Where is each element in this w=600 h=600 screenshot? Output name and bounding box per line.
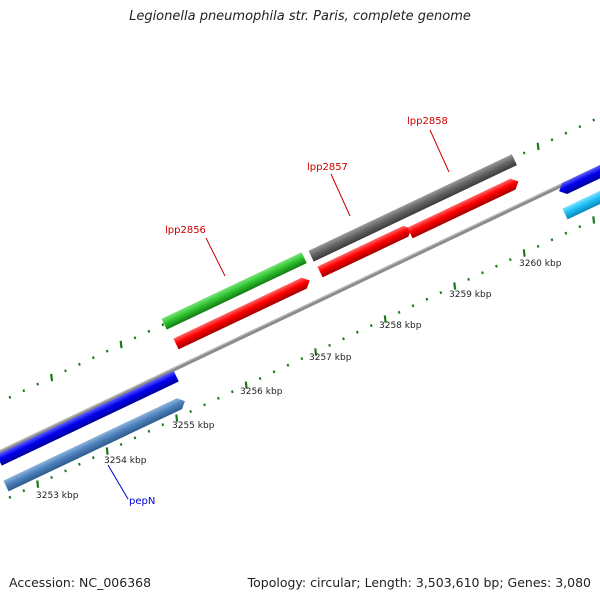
gene-lpp2858[interactable] [308,154,517,262]
minor-tick [8,395,12,399]
leader-lpp2857 [330,173,351,217]
gene-red-3[interactable] [407,176,521,239]
minor-tick [147,329,151,333]
kbp-label: 3256 kbp [240,387,283,397]
gene-label-lpp2858: lpp2858 [407,116,448,127]
minor-tick [578,125,582,129]
minor-tick [64,469,67,473]
minor-tick [189,409,192,414]
minor-tick [272,370,276,374]
inner-tick-track [8,216,596,499]
leader-pepN [107,464,129,500]
minor-tick [22,489,26,493]
gene-label-pepN: pepN [129,496,155,507]
major-tick [536,142,540,151]
minor-tick [217,396,220,400]
leader-lpp2858 [429,129,450,173]
major-tick [50,373,54,382]
leader-lpp2856 [205,237,226,277]
gene-red-2[interactable] [317,223,413,278]
minor-tick [481,271,484,275]
minor-tick [50,475,53,480]
gene-label-lpp2857: lpp2857 [307,162,348,173]
major-tick [36,480,40,488]
minor-tick [467,277,470,281]
major-tick [592,216,596,224]
minor-tick [133,336,137,340]
minor-tick [536,244,540,248]
major-tick [175,414,179,422]
minor-tick [592,118,596,122]
minor-tick [105,349,109,353]
minor-tick [564,131,568,135]
gene-red-1[interactable] [173,275,312,350]
major-tick [383,315,387,323]
minor-tick [397,310,401,314]
minor-tick [230,390,234,394]
gene-pepN[interactable] [3,396,187,492]
kbp-label: 3255 kbp [172,421,215,431]
minor-tick [522,151,526,155]
kbp-label: 3260 kbp [519,259,562,269]
kbp-label: 3258 kbp [379,321,422,331]
kbp-label: 3257 kbp [309,353,352,363]
minor-tick [564,231,568,235]
minor-tick [258,376,262,381]
minor-tick [91,356,95,360]
gene-lpp2856[interactable] [161,252,307,330]
minor-tick [508,258,512,262]
kbp-label: 3253 kbp [36,491,79,501]
minor-tick [356,330,359,334]
major-tick [314,348,318,356]
minor-tick [91,456,95,460]
gene-cyan-right[interactable] [562,182,600,220]
minor-tick [495,264,498,268]
minor-tick [286,363,290,367]
minor-tick [78,462,81,466]
minor-tick [300,357,304,361]
kbp-label: 3254 kbp [104,456,147,466]
map-title: Legionella pneumophila str. Paris, compl… [129,9,471,24]
gene-blue-right[interactable] [557,160,600,197]
genome-summary-text: Topology: circular; Length: 3,503,610 bp… [247,575,591,590]
major-tick [453,282,457,290]
minor-tick [161,323,165,327]
minor-tick [342,337,345,341]
minor-tick [8,495,12,499]
minor-tick [411,304,415,308]
minor-tick [578,225,582,229]
major-tick [244,381,248,389]
minor-tick [550,138,554,142]
minor-tick [369,324,373,328]
minor-tick [550,238,554,242]
genome-backbone-highlight [0,165,600,451]
minor-tick [119,442,123,447]
genome-backbone [0,165,600,454]
minor-tick [328,343,331,347]
minor-tick [22,389,26,393]
gene-label-lpp2856: lpp2856 [165,225,206,236]
kbp-label: 3259 kbp [449,290,492,300]
major-tick [522,249,526,257]
minor-tick [425,297,429,301]
minor-tick [78,362,81,366]
minor-tick [161,423,165,427]
minor-tick [133,436,137,440]
minor-tick [64,369,67,373]
minor-tick [439,291,443,295]
major-tick [119,340,123,349]
major-tick [105,447,109,455]
minor-tick [36,382,40,386]
gene-blue-forward[interactable] [0,370,179,466]
minor-tick [147,429,151,433]
accession-text: Accession: NC_006368 [9,575,152,590]
minor-tick [203,403,206,407]
